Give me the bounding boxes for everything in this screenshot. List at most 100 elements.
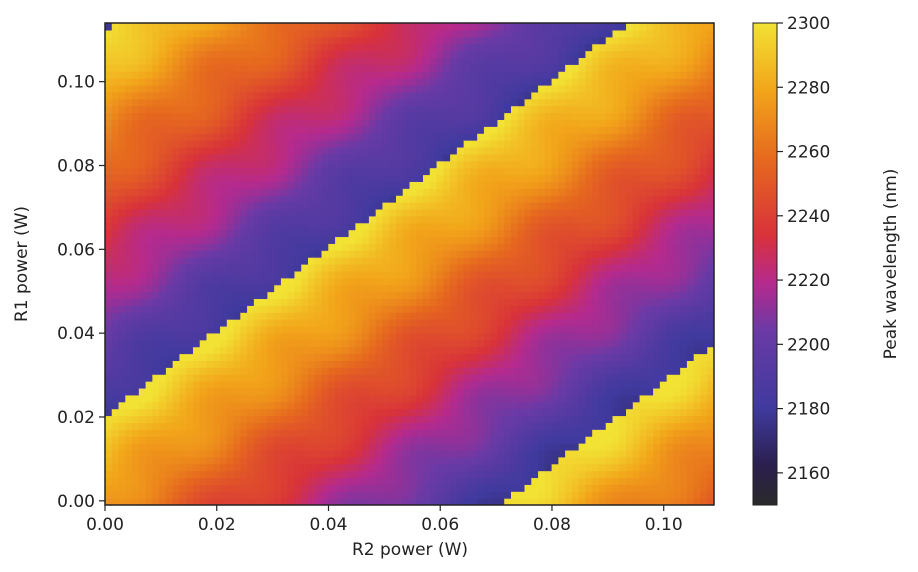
heatmap-cell [382,325,390,334]
heatmap-cell [402,449,411,458]
heatmap-cell [395,160,404,169]
heatmap-cell [382,195,390,203]
heatmap-cell [443,112,451,120]
heatmap-cell [544,215,553,224]
heatmap-cell [517,346,526,355]
heatmap-cell [571,443,580,451]
heatmap-cell [375,456,384,465]
heatmap-cell [321,484,329,492]
heatmap-cell [192,456,201,465]
heatmap-cell [490,50,499,59]
heatmap-cell [578,367,587,375]
heatmap-cell [145,429,153,437]
heatmap-cell [389,174,397,182]
heatmap-cell [260,332,268,341]
heatmap-cell [321,29,329,38]
heatmap-cell [145,339,153,348]
heatmap-cell [362,277,370,286]
heatmap-cell [172,23,181,31]
heatmap-cell [463,36,471,45]
heatmap-cell [321,443,329,451]
heatmap-cell [504,208,512,217]
heatmap-cell [226,153,235,162]
heatmap-cell [111,498,120,505]
heatmap-cell [511,325,519,334]
heatmap-cell [152,353,160,361]
heatmap-cell [436,167,444,176]
heatmap-cell [105,325,113,334]
heatmap-cell [477,23,485,31]
heatmap-cell [172,36,181,45]
heatmap-cell [355,284,363,293]
heatmap-cell [382,291,390,300]
heatmap-cell [233,112,241,120]
heatmap-cell [382,215,390,224]
heatmap-cell [416,140,424,148]
heatmap-cell [402,57,411,65]
heatmap-cell [531,78,539,86]
heatmap-cell [375,215,384,224]
heatmap-cell [348,429,356,437]
heatmap-cell [274,91,282,100]
heatmap-cell [206,243,214,251]
heatmap-cell [443,449,451,458]
heatmap-cell [111,401,120,410]
heatmap-cell [544,381,553,389]
heatmap-cell [551,50,559,59]
heatmap-cell [463,284,471,293]
heatmap-cell [274,202,282,210]
heatmap-cell [220,243,228,251]
heatmap-cell [497,195,505,203]
heatmap-cell [321,50,329,59]
heatmap-cell [470,325,478,334]
heatmap-cell [247,394,255,403]
heatmap-cell [389,477,397,485]
heatmap-cell [159,463,167,472]
heatmap-cell [267,160,275,169]
heatmap-cell [409,188,417,196]
heatmap-cell [443,236,451,244]
heatmap-cell [416,264,424,272]
heatmap-cell [233,78,241,86]
heatmap-cell [132,23,140,31]
heatmap-cell [490,215,499,224]
heatmap-cell [226,57,235,65]
heatmap-cell [470,319,478,327]
heatmap-cell [524,215,532,224]
heatmap-cell [260,78,268,86]
heatmap-cell [321,381,329,389]
heatmap-cell [531,98,539,107]
heatmap-cell [565,98,573,107]
heatmap-cell [220,215,228,224]
heatmap-cell [199,456,208,465]
heatmap-cell [368,498,377,505]
heatmap-cell [145,36,153,45]
heatmap-cell [165,298,174,306]
heatmap-cell [152,332,160,341]
heatmap-cell [314,236,323,244]
heatmap-cell [463,484,471,492]
heatmap-cell [179,202,187,210]
heatmap-cell [132,484,140,492]
heatmap-cell [152,64,160,72]
heatmap-cell [443,443,451,451]
heatmap-cell [456,264,465,272]
heatmap-cell [321,146,329,155]
heatmap-cell [213,153,221,162]
heatmap-cell [172,160,181,169]
heatmap-cell [165,229,174,238]
heatmap-cell [511,436,519,444]
heatmap-cell [402,84,411,93]
heatmap-cell [206,443,214,451]
heatmap-cell [423,436,431,444]
heatmap-cell [240,84,248,93]
heatmap-cell [179,387,187,396]
heatmap-cell [233,374,241,382]
heatmap-cell [260,91,268,100]
heatmap-cell [314,153,323,162]
heatmap-cell [253,264,262,272]
heatmap-cell [450,140,458,148]
heatmap-cell [274,484,282,492]
heatmap-cell [578,429,587,437]
heatmap-cell [511,250,519,258]
